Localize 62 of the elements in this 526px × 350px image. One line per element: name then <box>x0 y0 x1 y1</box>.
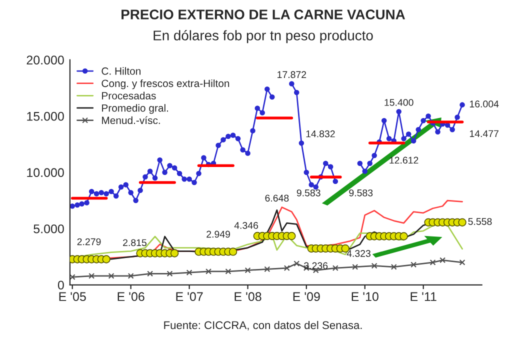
point <box>294 260 300 267</box>
x-tick-label: E '11 <box>410 292 436 301</box>
annotation: 2.949 <box>206 230 230 238</box>
y-tick-label: 15.000 <box>27 112 64 121</box>
x-tick-label: E '08 <box>234 292 262 302</box>
annotation: 5.558 <box>468 218 492 225</box>
y-tick-label: 10.000 <box>27 168 64 178</box>
point <box>102 255 110 264</box>
source-note: Fuente: CICCRA, con datos del Senasa. <box>164 320 362 330</box>
annotation: 2.815 <box>123 239 146 246</box>
point <box>264 266 270 272</box>
annotation: 15.400 <box>384 99 414 106</box>
annotation: 4.323 <box>346 250 370 257</box>
point <box>88 272 95 279</box>
point <box>186 270 192 276</box>
annotation: 17.872 <box>278 71 306 78</box>
legend-label: C. Hilton <box>102 67 140 75</box>
point <box>170 249 179 258</box>
point <box>430 259 436 266</box>
annotation: 12.612 <box>390 156 418 164</box>
point <box>371 262 378 269</box>
point <box>458 218 466 226</box>
point <box>288 232 296 240</box>
point <box>332 265 338 272</box>
point <box>440 257 446 264</box>
x-tick-label: E '06 <box>118 292 144 302</box>
annotation: 2.279 <box>77 238 101 246</box>
x-tick-label: E '07 <box>176 292 203 302</box>
annotation: 16.004 <box>470 100 499 108</box>
x-tick-label: E '09 <box>293 292 320 302</box>
point <box>284 265 290 272</box>
point <box>459 259 466 266</box>
x-tick-label: E '10 <box>352 292 378 302</box>
point <box>352 264 358 270</box>
point <box>147 270 154 277</box>
legend-label: Promedio gral. <box>102 104 168 114</box>
chart-title: PRECIO EXTERNO DE LA CARNE VACUNA <box>122 10 406 20</box>
point <box>206 268 212 274</box>
y-tick-label: 0 <box>58 280 64 290</box>
legend-label: Menud.-vísc. <box>102 116 160 124</box>
point <box>244 267 251 274</box>
x-tick-label: E '05 <box>59 292 86 302</box>
point <box>128 272 134 279</box>
point <box>410 262 417 268</box>
annotation: 4.346 <box>234 222 258 229</box>
annotation: 9.583 <box>296 189 320 196</box>
point <box>108 272 114 279</box>
annotation: 9.583 <box>349 189 373 196</box>
annotation: 6.648 <box>265 194 289 202</box>
point <box>400 232 408 240</box>
point <box>225 268 232 274</box>
point <box>166 270 173 277</box>
chart-subtitle: En dólares fob por tn peso producto <box>154 30 373 44</box>
y-tick-label: 20.000 <box>26 56 64 64</box>
y-tick-label: 5.000 <box>34 224 64 234</box>
legend-label: Cong. y frescos extra-Hilton <box>102 79 230 90</box>
annotation: 14.477 <box>470 130 498 138</box>
annotation: 3.236 <box>304 262 328 270</box>
point <box>390 264 397 270</box>
point <box>228 248 238 256</box>
legend-label: Procesadas <box>102 92 156 100</box>
annotation: 14.832 <box>306 130 335 138</box>
